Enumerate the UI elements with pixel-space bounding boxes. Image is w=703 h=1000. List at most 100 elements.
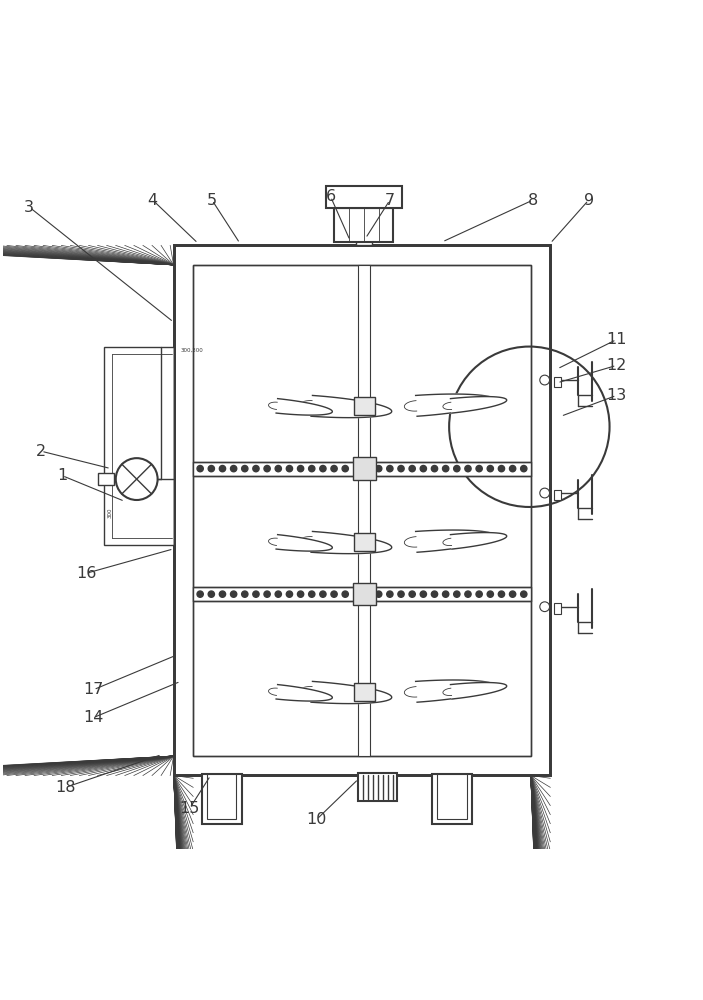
Circle shape: [264, 465, 270, 472]
Circle shape: [487, 591, 494, 597]
Circle shape: [387, 591, 393, 597]
Bar: [554, 490, 561, 500]
Bar: [174, 245, 550, 265]
Circle shape: [116, 458, 157, 500]
Bar: [104, 347, 174, 545]
Circle shape: [375, 591, 382, 597]
Circle shape: [331, 465, 337, 472]
Circle shape: [231, 465, 237, 472]
Bar: [354, 397, 375, 415]
Circle shape: [540, 375, 550, 385]
Circle shape: [476, 465, 482, 472]
Circle shape: [521, 465, 527, 472]
Circle shape: [253, 465, 259, 472]
Circle shape: [309, 465, 315, 472]
Text: 13: 13: [607, 388, 626, 403]
Bar: [354, 683, 375, 701]
Bar: [359, 773, 396, 801]
Circle shape: [197, 591, 203, 597]
Polygon shape: [311, 395, 392, 418]
Circle shape: [320, 465, 326, 472]
Circle shape: [253, 591, 259, 597]
Text: 17: 17: [83, 682, 103, 697]
Bar: [352, 583, 375, 605]
Circle shape: [297, 465, 304, 472]
Polygon shape: [451, 683, 507, 699]
Bar: [359, 265, 370, 756]
Text: 6: 6: [325, 189, 335, 204]
Bar: [193, 587, 531, 601]
Circle shape: [498, 591, 505, 597]
Circle shape: [453, 465, 460, 472]
Circle shape: [264, 591, 270, 597]
Text: 4: 4: [148, 193, 157, 208]
Polygon shape: [276, 685, 333, 701]
Bar: [174, 245, 550, 775]
Circle shape: [342, 591, 349, 597]
Circle shape: [510, 465, 516, 472]
Bar: [174, 245, 550, 775]
Circle shape: [197, 465, 203, 472]
Circle shape: [219, 591, 226, 597]
Circle shape: [420, 465, 427, 472]
Text: 14: 14: [83, 710, 103, 725]
Text: 9: 9: [583, 193, 594, 208]
Polygon shape: [451, 533, 507, 549]
Bar: [354, 533, 375, 551]
Circle shape: [398, 465, 404, 472]
Circle shape: [442, 591, 449, 597]
Polygon shape: [311, 531, 392, 554]
Circle shape: [208, 465, 214, 472]
Circle shape: [420, 591, 427, 597]
Text: 1: 1: [57, 468, 67, 483]
Bar: [357, 222, 371, 233]
Circle shape: [465, 591, 471, 597]
Circle shape: [521, 591, 527, 597]
Bar: [202, 774, 242, 824]
Text: 16: 16: [77, 566, 96, 581]
Circle shape: [275, 591, 281, 597]
Text: 300,300: 300,300: [181, 348, 203, 353]
Bar: [193, 265, 531, 756]
Circle shape: [487, 465, 494, 472]
Circle shape: [297, 591, 304, 597]
Circle shape: [442, 465, 449, 472]
Text: 5: 5: [207, 193, 217, 208]
Circle shape: [432, 465, 438, 472]
Circle shape: [208, 591, 214, 597]
Text: 15: 15: [179, 801, 200, 816]
Text: 18: 18: [56, 780, 76, 795]
Polygon shape: [311, 681, 392, 704]
Polygon shape: [451, 397, 507, 413]
Bar: [437, 774, 467, 819]
Bar: [432, 774, 472, 824]
Text: 10: 10: [307, 812, 327, 827]
Circle shape: [476, 591, 482, 597]
Text: 12: 12: [607, 358, 626, 373]
Text: 8: 8: [528, 193, 538, 208]
Circle shape: [453, 591, 460, 597]
Circle shape: [331, 591, 337, 597]
Circle shape: [432, 591, 438, 597]
Circle shape: [286, 591, 292, 597]
Polygon shape: [276, 399, 333, 415]
Circle shape: [387, 465, 393, 472]
Circle shape: [275, 465, 281, 472]
Bar: [356, 233, 373, 245]
Circle shape: [286, 465, 292, 472]
Circle shape: [242, 591, 248, 597]
Text: 2: 2: [36, 444, 46, 459]
Text: 300: 300: [108, 508, 112, 518]
Circle shape: [242, 465, 248, 472]
Bar: [352, 457, 375, 480]
Bar: [193, 462, 531, 476]
Polygon shape: [415, 680, 496, 702]
Polygon shape: [415, 394, 496, 416]
Bar: [325, 186, 401, 208]
Circle shape: [409, 591, 415, 597]
Circle shape: [375, 465, 382, 472]
Circle shape: [398, 591, 404, 597]
Circle shape: [320, 591, 326, 597]
Circle shape: [465, 465, 471, 472]
Circle shape: [342, 465, 349, 472]
